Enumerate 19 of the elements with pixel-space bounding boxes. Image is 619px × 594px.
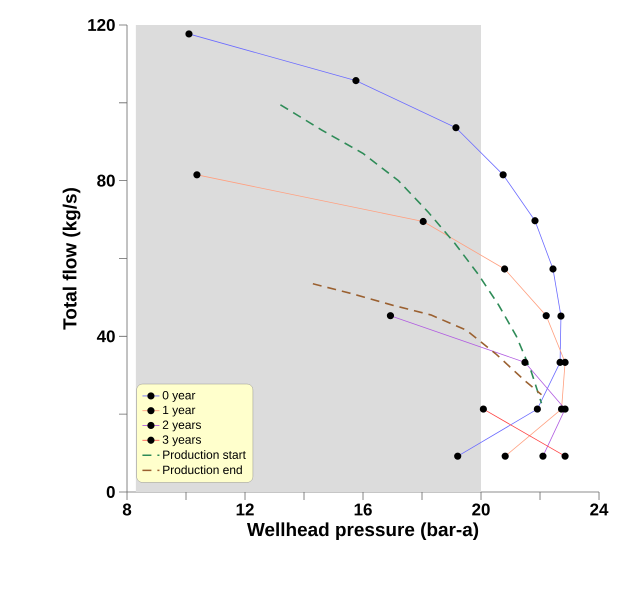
legend-label: 2 years <box>162 420 201 432</box>
y-axis-title: Total flow (kg/s) <box>62 188 80 330</box>
x-tick-label: 24 <box>590 504 608 516</box>
legend-label: 1 year <box>163 406 196 417</box>
legend-label: 3 years <box>162 435 201 446</box>
x-tick-label: 12 <box>236 504 254 516</box>
x-tick-label: 8 <box>122 504 132 516</box>
y-tick-label: 120 <box>88 18 115 31</box>
x-tick-label: 16 <box>354 504 372 516</box>
line-series <box>280 104 542 404</box>
legend-label: Production end <box>163 465 242 474</box>
legend-label: 0 year <box>162 391 196 402</box>
x-axis-title: Wellhead pressure (bar-a) <box>246 522 478 540</box>
y-tick-label: 40 <box>96 330 115 342</box>
y-tick-label: 0 <box>106 486 115 498</box>
line-series <box>312 282 542 396</box>
x-tick-label: 20 <box>472 504 490 516</box>
legend-label: Production start <box>163 450 246 459</box>
y-tick-label: 80 <box>97 174 115 187</box>
